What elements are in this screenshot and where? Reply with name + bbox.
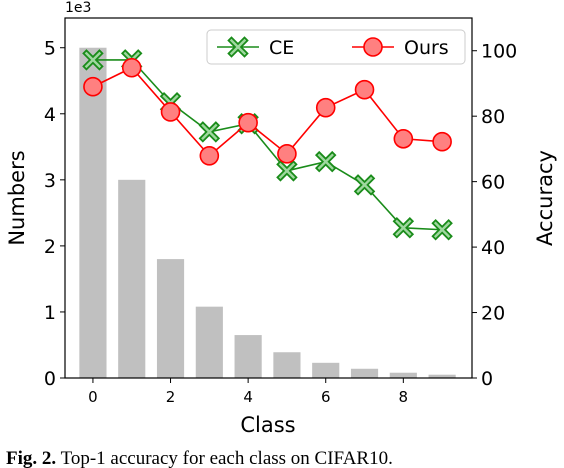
y2-tick-label: 0 xyxy=(481,368,493,390)
marker xyxy=(354,79,375,100)
marker xyxy=(431,219,453,241)
bar xyxy=(234,335,262,378)
y2-axis-label: Accuracy xyxy=(533,150,557,246)
line xyxy=(92,66,443,157)
bar xyxy=(389,372,417,378)
marker xyxy=(198,121,221,143)
marker xyxy=(227,36,249,58)
bar xyxy=(312,362,340,378)
bar xyxy=(195,306,223,378)
line xyxy=(92,59,443,231)
legend-label: CE xyxy=(269,37,294,59)
x-tick-label: 8 xyxy=(399,388,409,406)
marker xyxy=(238,112,258,133)
marker xyxy=(314,150,337,173)
marker xyxy=(353,174,376,196)
marker xyxy=(121,57,142,78)
x-tick-label: 0 xyxy=(88,388,98,406)
y2-tick-label: 20 xyxy=(481,303,505,325)
marker xyxy=(363,37,383,57)
y2-tick-label: 80 xyxy=(481,106,505,128)
marker xyxy=(393,128,414,149)
x-tick-label: 6 xyxy=(321,388,331,406)
marker-fill xyxy=(84,51,102,69)
caption-text: Top-1 accuracy for each class on CIFAR10… xyxy=(61,448,393,468)
y-tick-label: 3 xyxy=(44,170,56,192)
bar xyxy=(156,259,185,378)
caption-label: Fig. 2. xyxy=(6,448,56,468)
marker xyxy=(277,144,297,164)
y2-tick-label: 40 xyxy=(481,237,505,259)
bar xyxy=(79,47,107,379)
marker xyxy=(315,97,336,118)
marker-fill xyxy=(395,219,412,236)
plot-frame xyxy=(64,17,473,379)
y-tick-label: 0 xyxy=(44,368,56,390)
marker-fill xyxy=(433,221,451,238)
marker xyxy=(276,160,298,182)
bar xyxy=(118,179,146,378)
bar xyxy=(350,368,379,378)
legend-label: Ours xyxy=(404,37,449,59)
marker xyxy=(199,145,220,166)
x-tick-label: 4 xyxy=(243,388,253,406)
bar xyxy=(428,374,456,378)
marker xyxy=(83,76,103,97)
y-tick-label: 4 xyxy=(44,104,56,126)
marker-fill xyxy=(356,176,373,194)
bar xyxy=(273,352,301,378)
y-axis-label: Numbers xyxy=(5,150,29,245)
x-axis-label: Class xyxy=(240,413,295,437)
marker-fill xyxy=(278,162,296,180)
caption: Fig. 2. Top-1 accuracy for each class on… xyxy=(6,448,393,468)
marker xyxy=(432,131,452,152)
y-tick-label: 1 xyxy=(44,302,56,324)
marker xyxy=(392,217,415,239)
legend-box xyxy=(206,29,466,65)
marker-fill xyxy=(317,153,334,170)
marker-fill xyxy=(229,38,247,56)
marker xyxy=(160,102,181,122)
y-tick-label: 2 xyxy=(44,236,56,258)
x-tick-label: 2 xyxy=(166,388,176,406)
y2-tick-label: 60 xyxy=(481,172,505,194)
y2-tick-label: 100 xyxy=(481,41,517,63)
marker xyxy=(82,49,104,71)
marker-fill xyxy=(201,123,218,141)
offset-label: 1e3 xyxy=(65,0,91,16)
y-tick-label: 5 xyxy=(44,38,56,60)
